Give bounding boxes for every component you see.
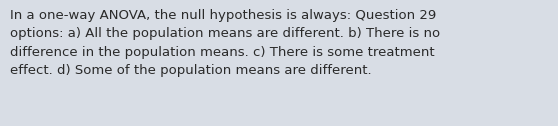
Text: In a one-way ANOVA, the null hypothesis is always: Question 29
options: a) All t: In a one-way ANOVA, the null hypothesis …: [10, 9, 440, 77]
